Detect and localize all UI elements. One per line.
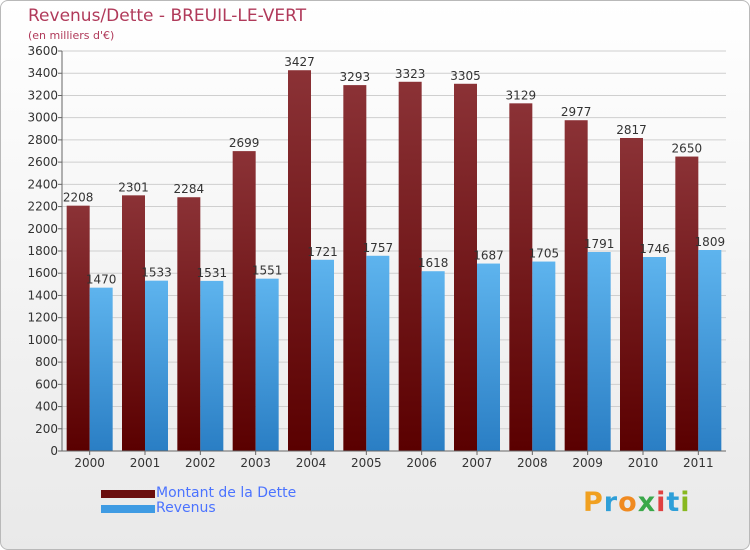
y-tick-label: 0 xyxy=(50,444,58,458)
bar-revenue xyxy=(145,280,168,451)
y-tick-label: 2200 xyxy=(27,200,58,214)
bar-debt xyxy=(122,195,145,451)
y-axis: 0 200 400 600 800 1000 1200 1400 1600 1800 2000 220… xyxy=(27,44,63,458)
bar-revenue xyxy=(200,280,224,451)
bar-revenue xyxy=(532,261,556,451)
y-tick-label: 2000 xyxy=(27,222,58,236)
bar-revenue xyxy=(587,252,611,451)
x-tick-label: 2000 xyxy=(74,456,105,470)
data-label-debt: 3323 xyxy=(395,67,426,81)
bar-debt xyxy=(177,197,201,451)
logo-letter: r xyxy=(603,487,619,518)
y-tick-label: 2800 xyxy=(27,133,58,147)
data-label-debt: 2284 xyxy=(174,182,205,196)
bar-debt xyxy=(620,138,643,451)
y-tick-label: 1200 xyxy=(27,311,58,325)
data-label-revenue: 1551 xyxy=(252,264,283,278)
x-tick-label: 2011 xyxy=(683,456,714,470)
bars: 2208 1470 2301 1533 2284 1531 2699 1551 3427 1721… xyxy=(63,55,726,452)
data-label-revenue: 1791 xyxy=(584,237,615,251)
data-label-revenue: 1470 xyxy=(86,273,117,287)
bar-revenue xyxy=(421,271,445,451)
grid-lines xyxy=(62,50,726,452)
bar-debt xyxy=(675,156,699,452)
bar-revenue xyxy=(477,263,500,451)
bar-debt xyxy=(288,70,311,451)
bar-revenue xyxy=(366,255,390,451)
bar-revenue xyxy=(255,278,279,451)
x-tick-label: 2009 xyxy=(572,456,603,470)
data-label-revenue: 1757 xyxy=(363,241,394,255)
x-tick-label: 2006 xyxy=(406,456,437,470)
logo-letter: o xyxy=(618,487,638,518)
bar-debt xyxy=(509,103,533,451)
x-tick-label: 2002 xyxy=(185,456,216,470)
y-tick-label: 200 xyxy=(35,422,58,436)
y-tick-label: 1000 xyxy=(27,333,58,347)
data-label-revenue: 1705 xyxy=(529,247,560,261)
bar-debt xyxy=(343,85,367,451)
bar-debt xyxy=(454,83,477,452)
x-tick-label: 2001 xyxy=(130,456,161,470)
y-tick-label: 2600 xyxy=(27,155,58,169)
chart-subtitle: (en milliers d'€) xyxy=(28,29,115,42)
data-label-revenue: 1533 xyxy=(141,266,172,280)
legend-label-debt: Montant de la Dette xyxy=(156,485,297,501)
data-label-revenue: 1687 xyxy=(473,249,504,263)
bar-revenue xyxy=(643,257,666,451)
y-tick-label: 1400 xyxy=(27,288,58,302)
bar-debt xyxy=(398,81,422,452)
x-tick-label: 2010 xyxy=(628,456,659,470)
logo-letter: P xyxy=(583,487,604,518)
legend-label-revenue: Revenus xyxy=(156,500,216,516)
data-label-debt: 3129 xyxy=(506,88,537,102)
bar-revenue xyxy=(698,250,722,451)
bar-debt xyxy=(66,205,90,451)
x-tick-label: 2008 xyxy=(517,456,548,470)
data-label-debt: 3305 xyxy=(450,69,481,83)
data-label-debt: 2208 xyxy=(63,191,94,205)
bar-debt xyxy=(564,120,588,451)
bar-revenue xyxy=(311,259,334,451)
data-label-debt: 2977 xyxy=(561,105,592,119)
bar-chart: 0 200 400 600 800 1000 1200 1400 1600 1800 2000 220… xyxy=(27,44,726,470)
y-tick-label: 800 xyxy=(35,355,58,369)
x-axis: 2000 2001 2002 2003 2004 2005 2006 2007 2008 2009… xyxy=(62,450,726,470)
data-label-debt: 2650 xyxy=(672,142,703,156)
data-label-revenue: 1809 xyxy=(695,235,726,249)
data-label-debt: 2699 xyxy=(229,136,260,150)
bar-revenue xyxy=(89,287,113,451)
data-label-debt: 3427 xyxy=(284,55,315,69)
y-tick-label: 3600 xyxy=(27,44,58,58)
logo-letter: i xyxy=(680,487,691,518)
y-tick-label: 3000 xyxy=(27,111,58,125)
legend-swatch-debt xyxy=(101,490,155,498)
logo-letter: i xyxy=(656,487,667,518)
y-tick-label: 400 xyxy=(35,400,58,414)
logo-letter: t xyxy=(666,487,681,518)
logo-letter: x xyxy=(637,487,657,518)
y-tick-label: 1800 xyxy=(27,244,58,258)
y-tick-label: 600 xyxy=(35,377,58,391)
data-label-revenue: 1618 xyxy=(418,256,449,270)
x-tick-label: 2007 xyxy=(462,456,493,470)
data-label-debt: 2301 xyxy=(118,180,149,194)
proxiti-logo: Proxiti xyxy=(583,487,691,518)
y-tick-label: 2400 xyxy=(27,177,58,191)
y-tick-label: 1600 xyxy=(27,266,58,280)
x-tick-label: 2003 xyxy=(240,456,271,470)
data-label-revenue: 1721 xyxy=(307,245,338,259)
data-label-revenue: 1531 xyxy=(197,266,228,280)
x-tick-label: 2004 xyxy=(296,456,327,470)
data-label-debt: 3293 xyxy=(340,70,371,84)
y-tick-label: 3200 xyxy=(27,88,58,102)
x-tick-label: 2005 xyxy=(351,456,382,470)
bar-debt xyxy=(232,151,256,451)
chart-title: Revenus/Dette - BREUIL-LE-VERT xyxy=(28,6,307,26)
y-tick-label: 3400 xyxy=(27,66,58,80)
data-label-revenue: 1746 xyxy=(639,242,670,256)
data-label-debt: 2817 xyxy=(616,123,647,137)
legend-swatch-revenue xyxy=(101,505,155,513)
